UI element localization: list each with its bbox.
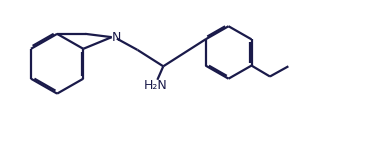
Text: N: N (112, 31, 122, 44)
Text: H₂N: H₂N (143, 79, 167, 92)
